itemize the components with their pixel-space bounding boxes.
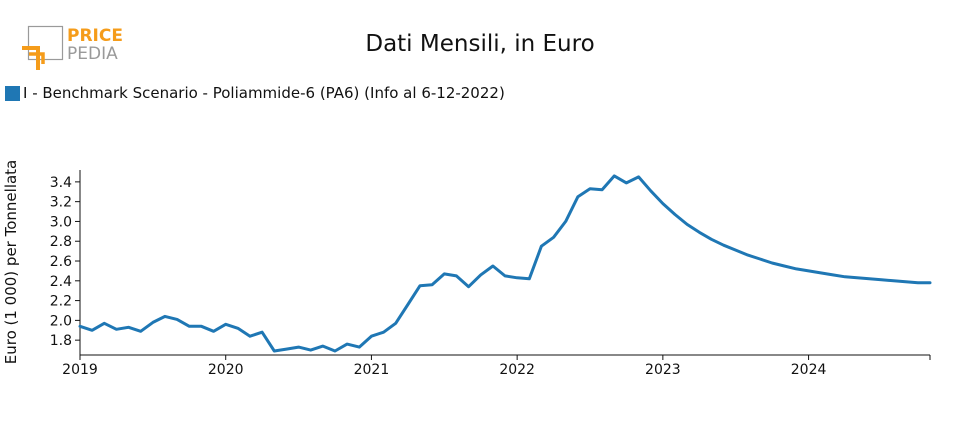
- logo-text-pedia: PEDIA: [67, 44, 118, 64]
- legend-swatch: [5, 85, 20, 101]
- y-tick-label: 3.2: [50, 195, 72, 211]
- y-tick-label: 2.4: [50, 274, 72, 290]
- y-tick-label: 2.2: [50, 294, 72, 310]
- x-tick-label: 2022: [499, 362, 535, 378]
- y-axis-title: Euro (1 000) per Tonnellata: [2, 160, 20, 365]
- x-tick-label: 2019: [62, 362, 98, 378]
- y-tick-label: 3.0: [50, 214, 72, 230]
- x-tick-label: 2021: [354, 362, 390, 378]
- x-tick-label: 2023: [645, 362, 681, 378]
- legend-label: I - Benchmark Scenario - Poliammide-6 (P…: [23, 84, 505, 102]
- y-tick-label: 1.8: [50, 333, 72, 349]
- x-tick-label: 2024: [791, 362, 827, 378]
- chart-title: Dati Mensili, in Euro: [365, 31, 595, 57]
- logo-text-price: PRICE: [67, 26, 123, 46]
- y-tick-label: 2.0: [50, 313, 72, 329]
- pricepedia-logo-mark: PRICE PEDIA: [22, 25, 123, 70]
- y-tick-label: 2.6: [50, 254, 72, 270]
- y-tick-label: 2.8: [50, 234, 72, 250]
- legend[interactable]: I - Benchmark Scenario - Poliammide-6 (P…: [5, 84, 505, 102]
- series-layer: [78, 174, 932, 353]
- series-line[interactable]: [78, 174, 932, 353]
- pricepedia-logo: PRICE PEDIA: [20, 24, 130, 74]
- y-tick-label: 3.4: [50, 175, 72, 191]
- x-tick-label: 2020: [208, 362, 244, 378]
- y-axis: 1.8 2.0 2.2 2.4 2.6 2.8 3.0 3.2 3.4: [50, 170, 81, 355]
- x-axis: 2019 2020 2021 2022 2023 2024: [62, 354, 931, 378]
